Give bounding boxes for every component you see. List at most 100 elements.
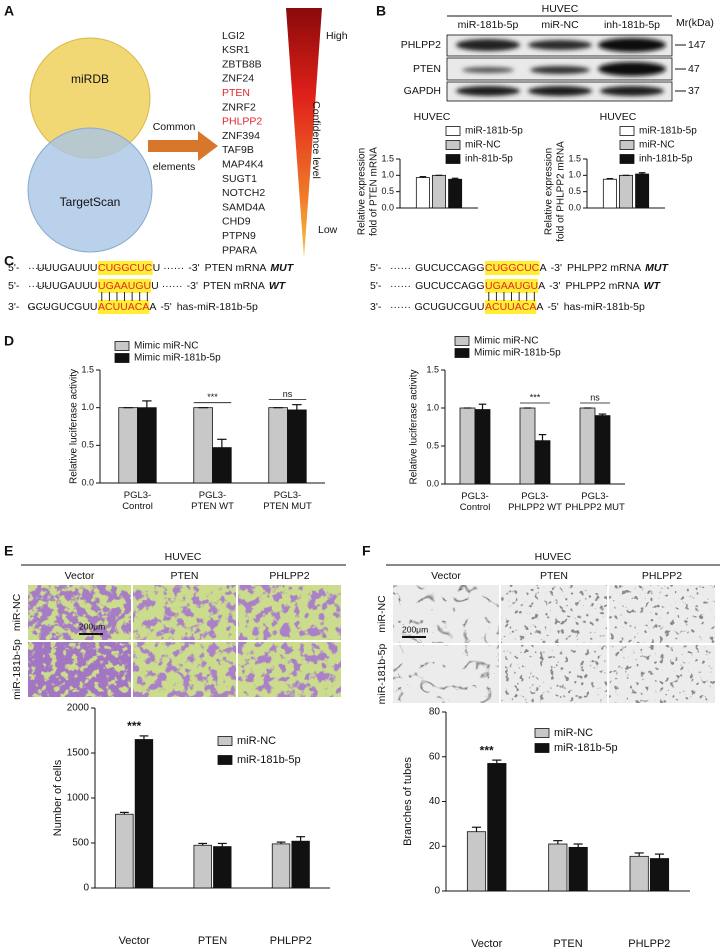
- legend-swatch: [445, 126, 461, 136]
- mw-label: 47: [688, 63, 700, 75]
- bar: [594, 415, 611, 485]
- y-tick-label: 2000: [67, 703, 90, 714]
- x-tick-label: PGL3- Control: [122, 490, 153, 512]
- seq-flank: GCUGUCGUU: [28, 301, 98, 313]
- y-tick-label: 1.5: [426, 364, 439, 374]
- bar: [287, 409, 307, 484]
- seq-flank: GCUGUCGUU: [415, 301, 485, 313]
- venn-label: TargetScan: [60, 195, 121, 209]
- blot-bands: [456, 38, 666, 96]
- column-label: PHLPP2: [269, 570, 309, 582]
- seq-prime: -5': [160, 301, 171, 313]
- legend-swatch: [445, 154, 461, 164]
- bar: [534, 440, 551, 485]
- lane-label: miR-181b-5p: [458, 19, 519, 31]
- seq-label: PTEN mRNA: [205, 262, 267, 274]
- seq-flank: A: [538, 280, 545, 292]
- micrograph-texture: [501, 585, 607, 643]
- micrograph-texture: [393, 585, 499, 643]
- significance-label: ***: [530, 392, 541, 402]
- significance-label: ***: [207, 392, 218, 402]
- y-axis-label: Number of cells: [52, 759, 64, 836]
- bar: [459, 407, 476, 485]
- x-tick-label: Vector: [471, 938, 503, 950]
- legend-label: Mimic miR-NC: [134, 341, 198, 352]
- seq-dots: ······: [28, 301, 49, 313]
- micrograph-texture: [238, 642, 341, 697]
- bar: [134, 739, 154, 889]
- panel-letter: E: [4, 543, 13, 559]
- micrograph-texture: [238, 585, 341, 640]
- venn-label: miRDB: [71, 72, 109, 86]
- seq-flank: GUCUCCAGG: [415, 262, 484, 274]
- panel-letter: D: [4, 333, 14, 349]
- bar: [474, 409, 491, 485]
- seq-dots: ······: [390, 301, 411, 313]
- seed-highlight: [485, 300, 537, 314]
- y-axis-label: Relative expression: [544, 148, 555, 235]
- seq-dots: ······: [163, 262, 184, 274]
- gene-name: NOTCH2: [222, 187, 265, 199]
- significance-label: ns: [283, 389, 293, 399]
- row-label: miR-181b-5p: [11, 639, 23, 700]
- significance-label: ns: [590, 392, 600, 402]
- micrograph-texture: [501, 645, 607, 703]
- band: [598, 62, 666, 76]
- arrow-label: Common: [153, 121, 196, 133]
- legend-label: miR-NC: [554, 727, 593, 739]
- seed-site: UGAAUGU: [485, 280, 538, 292]
- legend-label: inh-81b-5p: [465, 154, 513, 165]
- y-tick-label: 0.0: [568, 202, 581, 212]
- seq-tag: MUT: [270, 262, 294, 274]
- bar: [448, 178, 463, 209]
- gene-name: MAP4K4: [222, 158, 264, 170]
- band: [598, 38, 666, 52]
- seq-prime: 5'-: [8, 280, 20, 292]
- significance-label: ***: [127, 719, 141, 733]
- band: [528, 40, 592, 50]
- seed-site: ACUUACA: [485, 301, 536, 313]
- gene-name: PTPN9: [222, 230, 256, 242]
- venn-circle: [27, 127, 153, 253]
- seq-dots: ······: [28, 262, 49, 274]
- seed-site: UGAAUGU: [98, 280, 151, 292]
- legend-swatch: [534, 728, 550, 738]
- column-label: Vector: [65, 570, 95, 582]
- column-label: PTEN: [170, 570, 198, 582]
- gene-name: PPARA: [222, 244, 257, 256]
- y-tick-label: 60: [429, 751, 441, 762]
- legend-label: Mimic miR-181b-5p: [474, 348, 561, 359]
- arrow: [148, 131, 218, 161]
- seq-flank: GUCUCCAGG: [415, 280, 484, 292]
- legend-swatch: [445, 140, 461, 150]
- panel-letter: B: [376, 3, 386, 19]
- y-tick-label: 0.5: [381, 186, 394, 196]
- seq-flank: A: [149, 301, 156, 313]
- seed-highlight: [98, 279, 152, 293]
- x-tick-label: PGL3- PTEN WT: [191, 490, 234, 512]
- legend-swatch: [454, 348, 470, 358]
- y-tick-label: 0: [434, 886, 440, 897]
- x-tick-label: PGL3- PHLPP2 WT: [508, 491, 562, 513]
- y-axis-label: fold of PHLPP2 mRNA: [556, 141, 567, 242]
- bar: [118, 407, 138, 484]
- x-tick-label: PHLPP2: [269, 935, 312, 947]
- bar: [137, 407, 157, 484]
- gene-name: SUGT1: [222, 173, 257, 185]
- gene-name: PHLPP2: [222, 116, 262, 128]
- bar: [635, 173, 650, 209]
- y-tick-label: 500: [72, 838, 89, 849]
- y-tick-label: 20: [429, 841, 441, 852]
- legend-label: Mimic miR-181b-5p: [134, 353, 221, 364]
- seq-flank: UUUGAUUU: [37, 262, 98, 274]
- lane-label: inh-181b-5p: [604, 19, 660, 31]
- seq-flank: U: [151, 280, 159, 292]
- y-tick-label: 1.5: [381, 153, 394, 163]
- legend-label: miR-NC: [237, 735, 276, 747]
- seq-prime: 3'-: [8, 301, 20, 313]
- seq-prime: 5'-: [8, 262, 20, 274]
- legend-swatch: [534, 743, 550, 753]
- lane-label: miR-NC: [541, 19, 579, 31]
